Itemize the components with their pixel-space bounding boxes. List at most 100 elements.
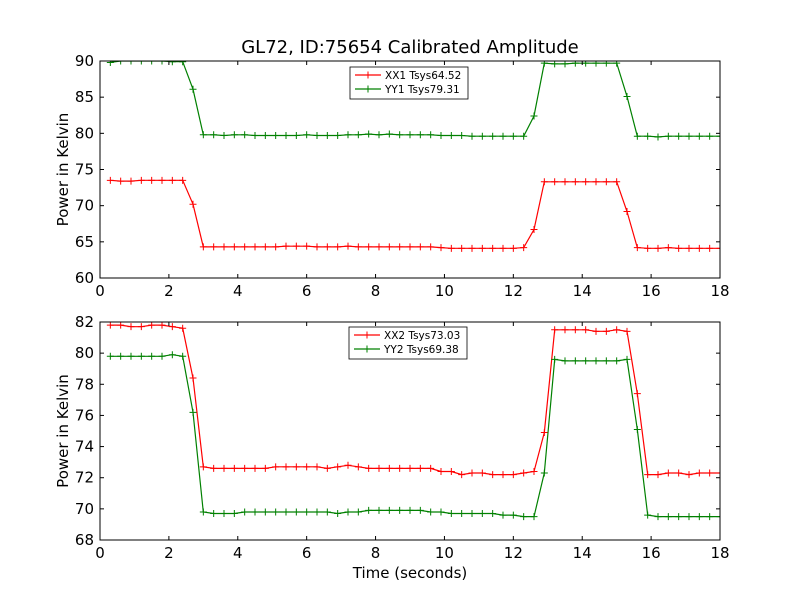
data-point	[323, 243, 331, 251]
data-point	[210, 464, 218, 472]
x-tick-label: 10	[435, 544, 454, 562]
legend-box	[348, 326, 468, 360]
data-point	[365, 464, 373, 472]
data-point	[416, 464, 424, 472]
data-point	[354, 243, 362, 251]
data-point	[489, 471, 497, 479]
data-point	[158, 352, 166, 360]
data-point	[489, 132, 497, 140]
series-line	[110, 354, 720, 518]
data-point	[406, 131, 414, 139]
data-point	[241, 243, 249, 251]
data-point	[489, 510, 497, 518]
x-tick-label: 4	[233, 544, 243, 562]
data-point	[210, 243, 218, 251]
data-point	[189, 408, 197, 416]
data-point	[272, 508, 280, 516]
data-point	[272, 463, 280, 471]
data-point	[354, 131, 362, 139]
data-point	[292, 242, 300, 250]
data-point	[189, 200, 197, 208]
data-point	[633, 390, 641, 398]
data-point	[220, 510, 228, 518]
y-tick-label: 80	[75, 344, 94, 362]
data-point	[447, 510, 455, 518]
data-point	[261, 132, 269, 140]
data-point	[168, 176, 176, 184]
data-point	[199, 131, 207, 139]
data-point	[675, 244, 683, 252]
series-1-2	[106, 61, 720, 141]
data-point	[695, 244, 703, 252]
y-tick-label: 82	[75, 313, 94, 331]
data-point	[158, 322, 166, 329]
chart-title: GL72, ID:75654 Calibrated Amplitude	[241, 37, 579, 58]
data-point	[695, 469, 703, 477]
x-tick-label: 2	[164, 544, 174, 562]
x-tick-label: 12	[504, 282, 523, 300]
data-point	[602, 357, 610, 365]
x-tick-label: 18	[710, 282, 729, 300]
data-point	[323, 132, 331, 140]
data-point	[551, 355, 559, 363]
data-point	[592, 178, 600, 186]
x-tick-label: 6	[302, 544, 312, 562]
data-point	[520, 469, 528, 477]
y-axis-label: Power in Kelvin	[54, 113, 72, 227]
data-point	[230, 243, 238, 251]
legend-label: XX2 Tsys73.03	[384, 330, 460, 342]
data-point	[623, 355, 631, 363]
data-point	[117, 322, 125, 329]
x-tick-label: 6	[302, 282, 312, 300]
data-point	[561, 357, 569, 365]
data-point	[220, 464, 228, 472]
data-point	[220, 132, 228, 140]
x-tick-label: 2	[164, 282, 174, 300]
data-point	[396, 131, 404, 139]
data-point	[251, 464, 259, 472]
data-point	[148, 352, 156, 360]
data-point	[499, 244, 507, 252]
data-point	[323, 508, 331, 516]
data-point	[396, 506, 404, 514]
data-point	[540, 469, 548, 477]
data-point	[313, 463, 321, 471]
data-point	[602, 327, 610, 335]
data-point	[148, 61, 156, 65]
data-point	[199, 508, 207, 516]
data-point	[551, 178, 559, 186]
data-point	[427, 131, 435, 139]
data-point	[344, 461, 352, 469]
series-1-1	[106, 176, 720, 252]
data-point	[117, 61, 125, 65]
data-point	[458, 132, 466, 140]
data-point	[664, 513, 672, 521]
data-point	[582, 357, 590, 365]
y-tick-label: 74	[75, 438, 94, 456]
x-tick-label: 4	[233, 282, 243, 300]
data-point	[344, 131, 352, 139]
legend-label: XX1 Tsys64.52	[385, 70, 461, 82]
data-point	[571, 61, 579, 67]
axes-frame	[99, 321, 721, 541]
legend: XX1 Tsys64.52 YY1 Tsys79.31	[349, 66, 469, 100]
y-tick-label: 75	[75, 161, 94, 179]
data-point	[375, 243, 383, 251]
data-point	[106, 176, 114, 184]
data-point	[375, 506, 383, 514]
data-point	[127, 177, 135, 185]
data-point	[499, 132, 507, 140]
y-tick-label: 78	[75, 375, 94, 393]
data-point	[675, 513, 683, 521]
data-point	[313, 132, 321, 140]
data-point	[137, 61, 145, 65]
data-point	[458, 244, 466, 252]
data-point	[509, 132, 517, 140]
data-point	[447, 467, 455, 475]
data-point	[685, 471, 693, 479]
y-tick-label: 65	[75, 233, 94, 251]
y-tick-label: 90	[75, 52, 94, 70]
data-point	[396, 243, 404, 251]
data-point	[540, 61, 548, 67]
